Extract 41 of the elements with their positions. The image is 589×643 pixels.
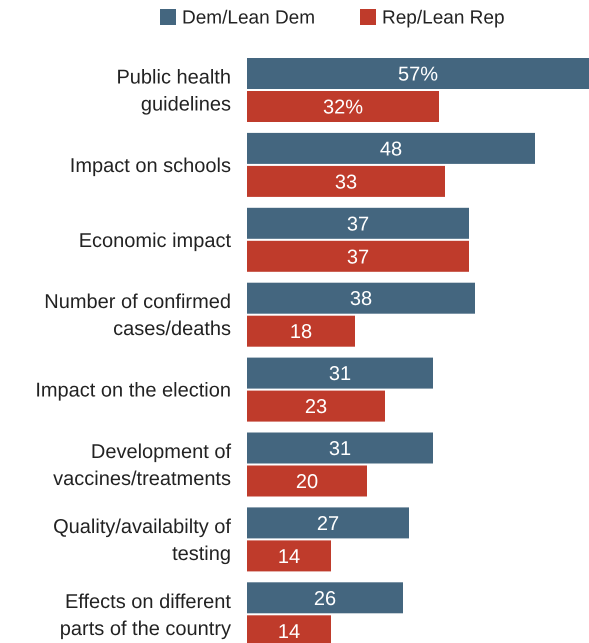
- data-label: 18: [290, 321, 312, 344]
- data-label: 32%: [322, 96, 364, 118]
- bar: [247, 540, 331, 572]
- y-tick-label: Effects on different parts of the country: [60, 590, 232, 640]
- data-label: 48: [380, 138, 402, 160]
- bar: [247, 208, 469, 239]
- data-label: 26: [314, 588, 336, 610]
- bar: [247, 240, 469, 272]
- y-tick-label: Impact on schools: [70, 154, 231, 177]
- bar: [247, 58, 589, 89]
- bar: [247, 316, 355, 347]
- data-label: 37: [346, 246, 370, 268]
- data-label: 27: [316, 512, 340, 535]
- legend-label: Rep/Lean Rep: [382, 8, 505, 29]
- y-tick-label: Number of confirmed cases/deaths: [44, 291, 231, 340]
- data-label: 20: [296, 471, 318, 493]
- data-label: 57%: [398, 64, 438, 86]
- data-label: 31: [328, 438, 352, 460]
- y-tick-label: Quality/availabilty of testing: [53, 516, 232, 565]
- bar: [247, 358, 433, 389]
- data-label: 37: [346, 213, 370, 236]
- y-tick-label: Impact on the election: [35, 380, 231, 402]
- bar: [247, 432, 433, 464]
- bar: [247, 466, 367, 496]
- bar: [247, 282, 475, 314]
- y-tick-label: Development of vaccines/treatments: [53, 441, 232, 490]
- y-tick-label: Economic impact: [78, 230, 232, 252]
- bar: [247, 91, 439, 122]
- bar: [247, 166, 445, 197]
- data-label: 38: [350, 288, 372, 310]
- legend-label: Dem/Lean Dem: [182, 8, 316, 29]
- data-label: 14: [278, 546, 300, 568]
- bar: [247, 132, 535, 164]
- data-label: 23: [304, 396, 328, 418]
- data-label: 31: [328, 363, 352, 386]
- bar: [247, 582, 403, 614]
- bar: [247, 507, 409, 538]
- data-label: 33: [334, 171, 358, 194]
- data-label: 14: [278, 620, 300, 643]
- bar: [247, 390, 385, 422]
- y-tick-label: Public health guidelines: [116, 66, 231, 116]
